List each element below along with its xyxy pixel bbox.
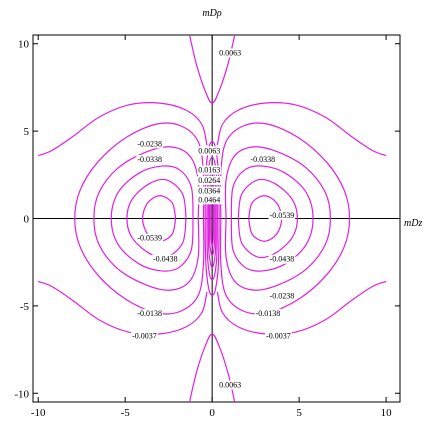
contour-line [237, 178, 298, 259]
y-tick-label: 5 [24, 126, 30, 138]
contour-label-bg [268, 291, 296, 301]
contour-label-bg [197, 146, 222, 156]
contour-line [38, 102, 208, 157]
contour-label-bg [268, 254, 296, 264]
contour-line [188, 35, 236, 104]
contour-label: 0.0063 [219, 381, 241, 390]
contour-label-bg [218, 380, 243, 390]
contour-label: -0.0438 [153, 255, 178, 264]
contour-label-bg [197, 165, 222, 175]
contour-label: -0.0037 [132, 332, 157, 341]
contour-label: -0.0138 [256, 309, 281, 318]
contour-line [188, 333, 236, 402]
contour-line [38, 280, 208, 335]
contour-label: 0.0464 [198, 195, 220, 204]
contour-label: 0.0364 [198, 187, 220, 196]
y-tick-label: -5 [20, 301, 30, 313]
contour-label-bg [254, 308, 282, 318]
contour-label: -0.0238 [137, 139, 162, 148]
x-tick-label: 5 [296, 407, 302, 419]
contour-label-bg [136, 155, 164, 165]
contour-label-bg [152, 254, 179, 264]
contour-label: -0.0539 [137, 234, 162, 243]
contour-line [224, 146, 332, 291]
contour-label-bg [218, 48, 243, 58]
contour-label: -0.0238 [270, 291, 295, 300]
contour-label-bg [268, 211, 296, 221]
contour-line [216, 280, 387, 335]
x-tick-label: -5 [121, 407, 131, 419]
y-tick-label: 0 [24, 214, 30, 226]
contour-line [230, 165, 314, 272]
y-tick-label: 10 [18, 39, 30, 51]
contour-label-bg [249, 155, 277, 165]
contour-label: -0.0338 [137, 155, 162, 164]
contour-label: 0.0264 [198, 176, 220, 185]
contour-line [141, 195, 177, 242]
contour-label-bg [136, 308, 164, 318]
y-axis-label: mDρ [202, 8, 221, 19]
contour-line [219, 122, 351, 315]
contour-label-bg [197, 176, 222, 186]
contour-label-bg [136, 139, 164, 149]
contour-label-bg [131, 331, 158, 341]
contour-label-bg [197, 195, 222, 205]
x-axis-label: mDz [404, 218, 422, 229]
contour-label: 0.0063 [198, 146, 220, 155]
contour-label-bg [136, 233, 164, 243]
contour-label-bg [265, 331, 292, 341]
contour-line [93, 146, 200, 291]
contour-line [208, 181, 216, 256]
contour-line [207, 168, 217, 269]
y-tick-label: -10 [14, 388, 29, 400]
contour-line [110, 165, 194, 272]
contour-line [206, 156, 218, 281]
x-tick-label: 10 [381, 407, 393, 419]
x-tick-label: -10 [31, 407, 46, 419]
contour-label: -0.0438 [270, 255, 295, 264]
contour-label: -0.0539 [270, 211, 295, 220]
contour-label: -0.0338 [250, 155, 275, 164]
contour-line [74, 122, 205, 315]
contour-label: 0.0063 [219, 48, 241, 57]
contour-label: -0.0138 [137, 309, 162, 318]
contour-label: 0.0163 [198, 166, 220, 175]
contour-line [126, 178, 187, 259]
x-tick-label: 0 [209, 407, 215, 419]
contour-label-bg [197, 186, 222, 196]
contour-line [216, 102, 387, 157]
contour-label: -0.0037 [266, 332, 291, 341]
